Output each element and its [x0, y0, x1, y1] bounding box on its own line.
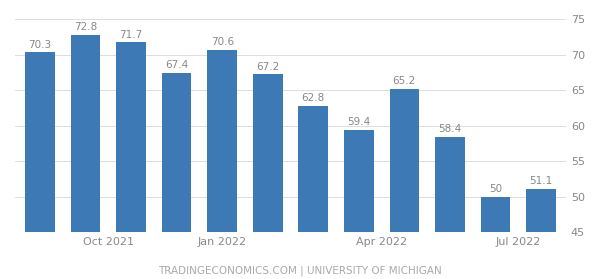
Text: 51.1: 51.1 — [529, 176, 553, 186]
Bar — [344, 130, 374, 232]
Text: 62.8: 62.8 — [302, 93, 325, 103]
Bar — [253, 74, 283, 232]
Text: 72.8: 72.8 — [74, 22, 97, 32]
Bar — [435, 137, 464, 232]
Text: 58.4: 58.4 — [438, 124, 461, 134]
Bar — [162, 73, 191, 232]
Text: TRADINGECONOMICS.COM | UNIVERSITY OF MICHIGAN: TRADINGECONOMICS.COM | UNIVERSITY OF MIC… — [158, 266, 442, 276]
Text: 50: 50 — [489, 184, 502, 194]
Bar — [116, 42, 146, 232]
Bar — [298, 106, 328, 232]
Bar — [25, 52, 55, 232]
Text: 70.3: 70.3 — [28, 40, 52, 50]
Text: 67.2: 67.2 — [256, 62, 280, 72]
Text: 70.6: 70.6 — [211, 37, 234, 47]
Bar — [481, 197, 510, 232]
Bar — [526, 189, 556, 232]
Text: 59.4: 59.4 — [347, 117, 370, 127]
Text: 65.2: 65.2 — [393, 76, 416, 86]
Bar — [389, 89, 419, 232]
Text: 71.7: 71.7 — [119, 30, 143, 40]
Bar — [71, 35, 100, 232]
Bar — [208, 50, 237, 232]
Text: 67.4: 67.4 — [165, 60, 188, 70]
